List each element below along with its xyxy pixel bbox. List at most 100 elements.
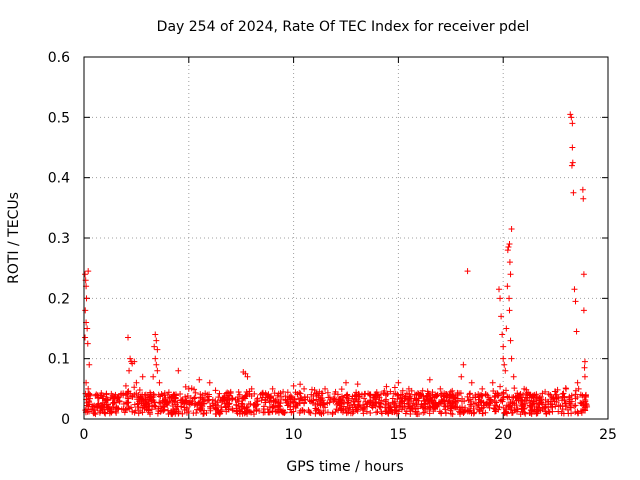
background-point xyxy=(402,395,409,402)
background-point xyxy=(558,410,565,417)
data-point xyxy=(85,268,92,275)
data-point xyxy=(244,373,251,380)
background-point xyxy=(504,393,511,400)
background-point xyxy=(212,387,219,394)
x-tick-label: 15 xyxy=(389,427,407,443)
background-point xyxy=(191,402,198,409)
background-point xyxy=(553,399,560,406)
background-point xyxy=(151,398,158,405)
background-point xyxy=(580,406,587,413)
background-point xyxy=(324,389,331,396)
data-point xyxy=(504,247,511,254)
background-point xyxy=(182,383,189,390)
background-point xyxy=(279,409,286,416)
data-point xyxy=(125,334,132,341)
background-point xyxy=(158,405,165,412)
background-point xyxy=(338,386,345,393)
background-point xyxy=(270,404,277,411)
data-point xyxy=(242,370,249,377)
background-point xyxy=(253,401,260,408)
background-point xyxy=(511,407,518,414)
background-point xyxy=(129,393,136,400)
background-point xyxy=(435,400,442,407)
background-point xyxy=(322,404,329,411)
background-point xyxy=(378,408,385,415)
data-point xyxy=(506,259,513,266)
y-tick-label: 0.6 xyxy=(48,50,70,66)
background-point xyxy=(493,399,500,406)
background-point xyxy=(468,398,475,405)
background-point xyxy=(288,394,295,401)
data-point xyxy=(574,379,581,386)
background-point xyxy=(438,396,445,403)
background-point xyxy=(572,387,579,394)
data-point xyxy=(579,186,586,193)
background-point xyxy=(215,394,222,401)
background-point xyxy=(299,397,306,404)
background-point xyxy=(157,393,164,400)
background-point xyxy=(421,409,428,416)
background-point xyxy=(262,399,269,406)
background-point xyxy=(321,399,328,406)
background-point xyxy=(508,409,515,416)
background-point xyxy=(216,390,223,397)
background-point xyxy=(223,408,230,415)
background-point xyxy=(368,402,375,409)
data-point xyxy=(507,271,514,278)
background-point xyxy=(549,401,556,408)
background-point xyxy=(103,390,110,397)
data-point xyxy=(154,367,161,374)
background-point xyxy=(484,401,491,408)
data-point xyxy=(571,286,578,293)
background-point xyxy=(444,398,451,405)
background-point xyxy=(222,403,229,410)
background-point xyxy=(330,395,337,402)
background-point xyxy=(143,403,150,410)
background-point xyxy=(275,390,282,397)
data-point xyxy=(510,373,517,380)
background-point xyxy=(579,399,586,406)
background-point xyxy=(169,402,176,409)
background-point xyxy=(212,411,219,418)
background-point xyxy=(433,392,440,399)
background-point xyxy=(451,404,458,411)
background-point xyxy=(522,410,529,417)
background-point xyxy=(408,387,415,394)
background-point xyxy=(527,399,534,406)
background-point xyxy=(259,389,266,396)
background-point xyxy=(104,396,111,403)
background-point xyxy=(448,401,455,408)
background-point xyxy=(159,398,166,405)
background-point xyxy=(478,392,485,399)
background-point xyxy=(131,401,138,408)
background-point xyxy=(333,406,340,413)
background-point xyxy=(240,394,247,401)
x-axis-label: GPS time / hours xyxy=(286,459,403,475)
background-point xyxy=(275,406,282,413)
data-point xyxy=(82,307,89,314)
background-point xyxy=(324,409,331,416)
data-point xyxy=(500,343,507,350)
data-point xyxy=(499,331,506,338)
background-point xyxy=(197,391,204,398)
background-point xyxy=(442,403,449,410)
data-point xyxy=(569,159,576,166)
background-point xyxy=(402,410,409,417)
background-point xyxy=(568,404,575,411)
background-point xyxy=(344,405,351,412)
background-point xyxy=(97,405,104,412)
background-point xyxy=(91,402,98,409)
background-point xyxy=(185,408,192,415)
background-point xyxy=(312,410,319,417)
background-point xyxy=(116,398,123,405)
data-point xyxy=(426,376,433,383)
background-point xyxy=(492,406,499,413)
background-point xyxy=(310,400,317,407)
background-point xyxy=(385,410,392,417)
data-point xyxy=(568,162,575,169)
background-point xyxy=(308,391,315,398)
data-point xyxy=(479,385,486,392)
background-point xyxy=(466,391,473,398)
background-point xyxy=(290,399,297,406)
background-point xyxy=(436,408,443,415)
